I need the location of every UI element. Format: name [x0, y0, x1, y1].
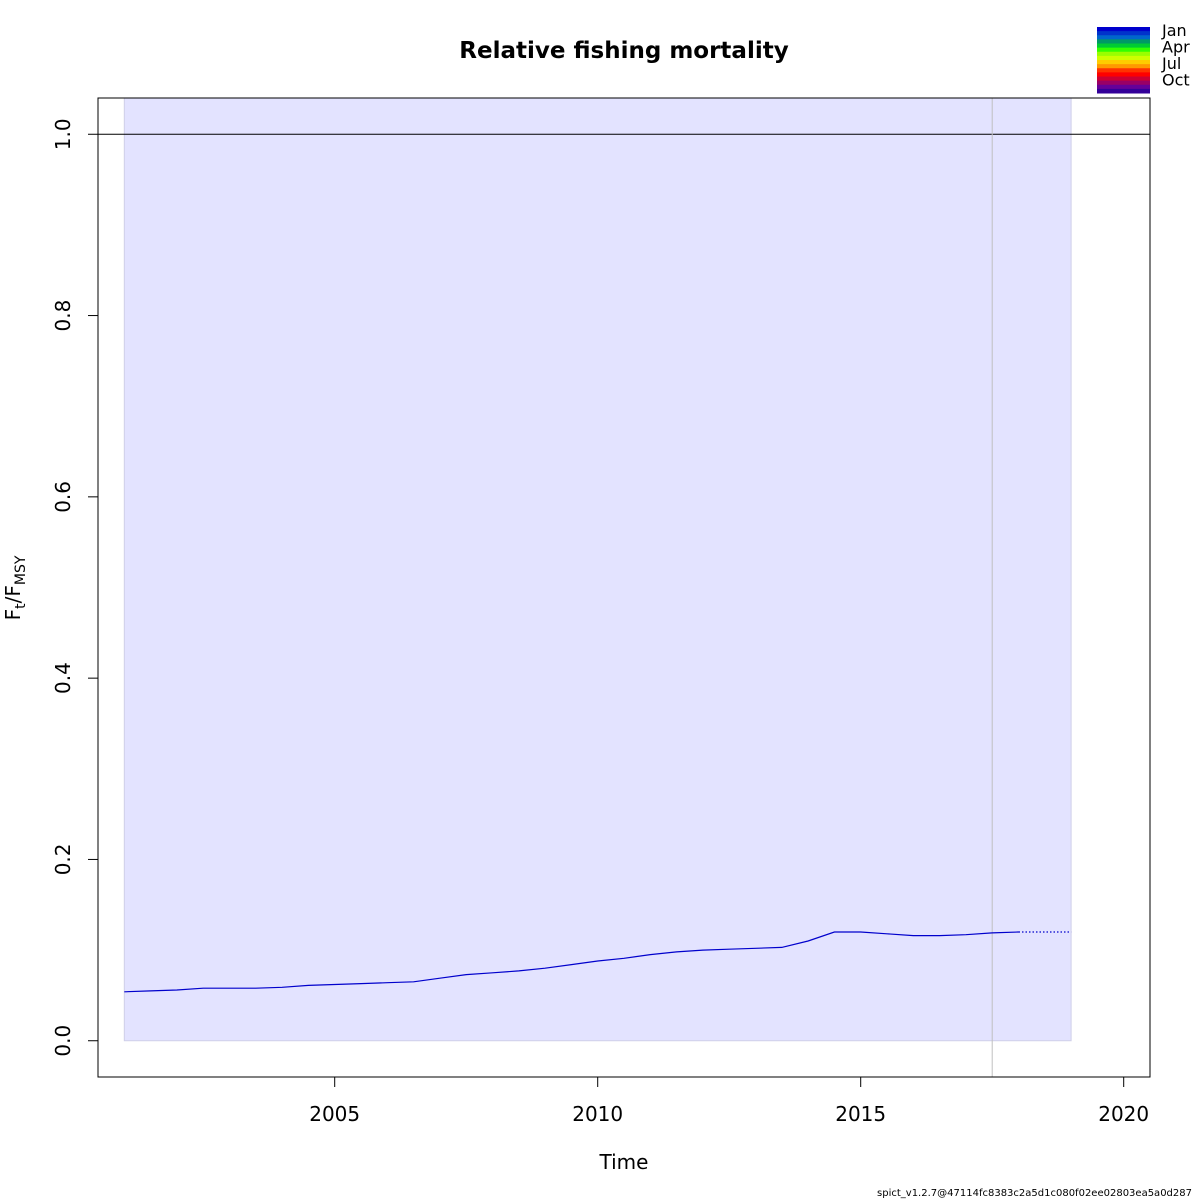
y-label-sub-msy: MSY	[13, 555, 29, 585]
legend-swatch	[1097, 51, 1150, 57]
y-tick-label: 0.4	[51, 662, 75, 694]
legend-swatch	[1097, 43, 1150, 49]
x-tick-label: 2020	[1098, 1102, 1149, 1126]
series-group	[124, 931, 1072, 993]
x-tick-label: 2010	[572, 1102, 623, 1126]
y-tick-label: 0.0	[51, 1025, 75, 1057]
legend-swatch	[1097, 39, 1150, 45]
legend-label: Oct	[1162, 71, 1190, 90]
legend-swatch	[1097, 55, 1150, 61]
legend-swatch	[1097, 84, 1150, 90]
x-tick-label: 2015	[835, 1102, 886, 1126]
y-label-slash: /	[1, 596, 25, 603]
x-tick-label: 2005	[309, 1102, 360, 1126]
version-footer: spict_v1.2.7@47114fc8383c2a5d1c080f02ee0…	[877, 1188, 1192, 1199]
ci-band	[123, 97, 1072, 1042]
legend-swatch	[1097, 35, 1150, 40]
y-tick-label: 0.6	[51, 481, 75, 513]
legend-swatch	[1097, 27, 1150, 32]
legend-swatch	[1097, 76, 1150, 82]
legend-label: Jul	[1161, 54, 1181, 73]
legend-swatch	[1097, 31, 1150, 36]
legend-swatch	[1097, 47, 1150, 53]
legend-swatch	[1097, 88, 1150, 94]
legend-swatch	[1097, 68, 1150, 73]
legend-swatch	[1097, 80, 1150, 86]
y-label-sub-t: t	[13, 603, 29, 609]
chart-title: Relative fishing mortality	[459, 38, 788, 64]
x-axis: 2005 2010 2015 2020	[309, 1076, 1149, 1126]
legend-label: Jan	[1161, 21, 1187, 40]
y-axis-label: Ft/FMSY	[1, 555, 29, 620]
x-axis-label: Time	[599, 1150, 649, 1174]
legend-swatch	[1097, 64, 1150, 69]
y-tick-label: 1.0	[51, 118, 75, 150]
y-label-f2: F	[1, 585, 25, 597]
y-axis: 0.0 0.2 0.4 0.6 0.8 1.0	[51, 118, 99, 1057]
legend-swatch	[1097, 60, 1150, 65]
estimate-line	[124, 931, 1019, 993]
legend-label: Apr	[1162, 38, 1190, 57]
y-tick-label: 0.2	[51, 843, 75, 875]
y-label-f: F	[1, 609, 25, 621]
y-tick-label: 0.8	[51, 300, 75, 332]
legend-swatch	[1097, 72, 1150, 78]
